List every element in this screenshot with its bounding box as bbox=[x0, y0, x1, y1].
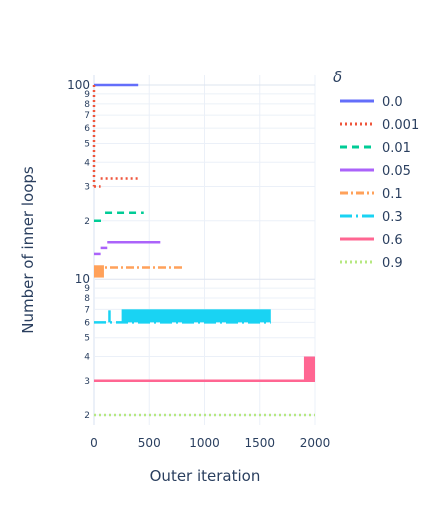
y-minor-tick-label: 3 bbox=[84, 377, 90, 387]
y-minor-tick-label: 9 bbox=[84, 90, 90, 100]
series-0.3 bbox=[94, 309, 271, 324]
y-minor-tick-label: 2 bbox=[84, 217, 90, 227]
y-major-tick-label: 100 bbox=[67, 78, 90, 92]
legend-item-0.05[interactable]: 0.05 bbox=[340, 164, 411, 179]
y-minor-tick-label: 6 bbox=[84, 318, 90, 328]
series-band bbox=[303, 356, 315, 381]
x-axis: 0 500 1000 1500 2000 bbox=[90, 436, 330, 450]
y-minor-tick-label: 5 bbox=[84, 139, 90, 149]
legend-item-0.1[interactable]: 0.1 bbox=[340, 187, 403, 202]
y-minor-tick-label: 8 bbox=[84, 100, 90, 110]
series-0.6 bbox=[94, 356, 315, 383]
x-tick-label: 2000 bbox=[300, 436, 331, 450]
y-minor-tick-label: 5 bbox=[84, 334, 90, 344]
legend-label: 0.0 bbox=[382, 95, 403, 110]
legend-label: 0.001 bbox=[382, 118, 419, 133]
series-0.05 bbox=[94, 241, 161, 256]
legend-item-0.01[interactable]: 0.01 bbox=[340, 141, 411, 156]
x-tick-label: 0 bbox=[90, 436, 98, 450]
legend-item-0.3[interactable]: 0.3 bbox=[340, 210, 403, 225]
x-tick-label: 1000 bbox=[189, 436, 220, 450]
y-axis-title: Number of inner loops bbox=[19, 166, 37, 334]
series-0.001 bbox=[92, 85, 139, 188]
legend[interactable]: δ 0.0 0.001 0.01 0.05 0.1 0.3 0.6 0.9 bbox=[333, 68, 419, 271]
y-minor-tick-label: 6 bbox=[84, 124, 90, 134]
y-minor-tick-label: 9 bbox=[84, 284, 90, 294]
legend-label: 0.6 bbox=[382, 233, 403, 248]
series-band bbox=[94, 265, 104, 278]
series-0.1 bbox=[94, 265, 183, 278]
series-0.01 bbox=[94, 211, 144, 223]
legend-label: 0.01 bbox=[382, 141, 411, 156]
x-axis-title: Outer iteration bbox=[150, 467, 261, 485]
y-minor-tick-label: 4 bbox=[84, 353, 90, 363]
series-band bbox=[121, 309, 271, 323]
legend-label: 0.3 bbox=[382, 210, 403, 225]
y-minor-tick-label: 2 bbox=[84, 411, 90, 421]
legend-label: 0.9 bbox=[382, 256, 403, 271]
legend-label: 0.05 bbox=[382, 164, 411, 179]
legend-item-0.0[interactable]: 0.0 bbox=[340, 95, 403, 110]
y-minor-tick-label: 3 bbox=[84, 183, 90, 193]
y-minor-tick-label: 7 bbox=[84, 305, 90, 315]
y-minor-tick-label: 8 bbox=[84, 294, 90, 304]
legend-item-0.9[interactable]: 0.9 bbox=[340, 256, 403, 271]
legend-item-0.6[interactable]: 0.6 bbox=[340, 233, 403, 248]
legend-item-0.001[interactable]: 0.001 bbox=[340, 118, 419, 133]
gridlines bbox=[93, 75, 316, 425]
y-minor-tick-label: 7 bbox=[84, 111, 90, 121]
x-tick-label: 1500 bbox=[244, 436, 275, 450]
x-tick-label: 500 bbox=[138, 436, 161, 450]
legend-title: δ bbox=[333, 68, 342, 86]
y-minor-tick-label: 4 bbox=[84, 158, 90, 168]
y-major-tick-label: 10 bbox=[75, 272, 90, 286]
legend-label: 0.1 bbox=[382, 187, 403, 202]
plot-area bbox=[92, 83, 315, 417]
